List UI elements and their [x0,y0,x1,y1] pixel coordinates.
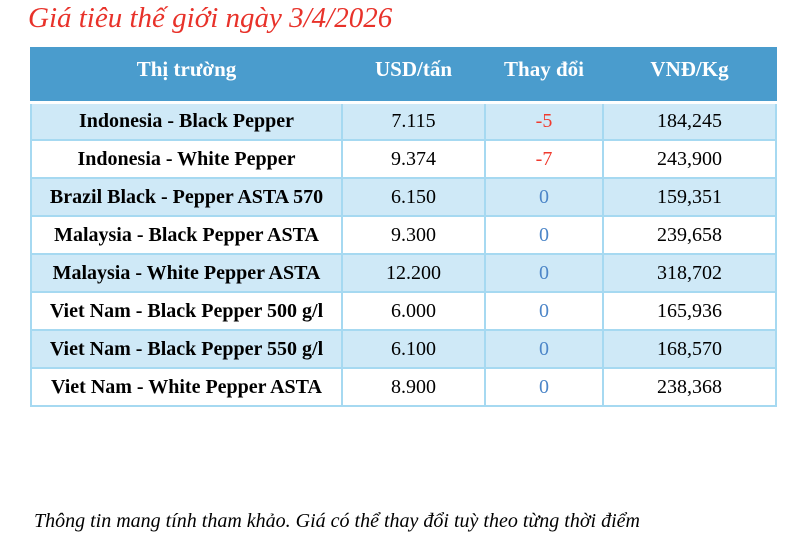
cell-market: Viet Nam - Black Pepper 550 g/l [30,329,343,369]
cell-market: Brazil Black - Pepper ASTA 570 [30,177,343,217]
cell-usd: 6.000 [341,291,486,331]
cell-market: Malaysia - White Pepper ASTA [30,253,343,293]
cell-market: Viet Nam - Black Pepper 500 g/l [30,291,343,331]
table-row: Indonesia - Black Pepper 7.115 -5 184,245 [30,101,777,141]
cell-usd: 6.150 [341,177,486,217]
pepper-price-table: Thị trường USD/tấn Thay đổi VNĐ/Kg Indon… [30,47,777,407]
cell-usd: 9.374 [341,139,486,179]
table-header: Thị trường USD/tấn Thay đổi VNĐ/Kg [30,47,777,104]
cell-vnd: 243,900 [602,139,777,179]
cell-change: 0 [484,329,604,369]
column-header-usd: USD/tấn [341,47,486,104]
cell-vnd: 184,245 [602,101,777,141]
column-header-change: Thay đổi [484,47,604,104]
page-title: Giá tiêu thế giới ngày 3/4/2026 [28,2,393,34]
cell-usd: 9.300 [341,215,486,255]
cell-change: 0 [484,291,604,331]
cell-vnd: 165,936 [602,291,777,331]
cell-change: 0 [484,177,604,217]
cell-change: 0 [484,215,604,255]
cell-change: -7 [484,139,604,179]
column-header-market: Thị trường [30,47,343,104]
cell-market: Viet Nam - White Pepper ASTA [30,367,343,407]
cell-change: 0 [484,253,604,293]
cell-market: Indonesia - White Pepper [30,139,343,179]
table-row: Viet Nam - White Pepper ASTA 8.900 0 238,36… [30,367,777,407]
cell-vnd: 318,702 [602,253,777,293]
table-row: Malaysia - White Pepper ASTA 12.200 0 318,7… [30,253,777,293]
cell-market: Malaysia - Black Pepper ASTA [30,215,343,255]
cell-usd: 7.115 [341,101,486,141]
cell-change: 0 [484,367,604,407]
cell-vnd: 159,351 [602,177,777,217]
table-header-row: Thị trường USD/tấn Thay đổi VNĐ/Kg [30,47,777,104]
cell-usd: 8.900 [341,367,486,407]
cell-market: Indonesia - Black Pepper [30,101,343,141]
table-row: Malaysia - Black Pepper ASTA 9.300 0 239,65… [30,215,777,255]
cell-vnd: 239,658 [602,215,777,255]
table-row: Brazil Black - Pepper ASTA 570 6.150 0 159,… [30,177,777,217]
cell-usd: 6.100 [341,329,486,369]
table-row: Viet Nam - Black Pepper 500 g/l 6.000 0 165… [30,291,777,331]
table-body: Indonesia - Black Pepper 7.115 -5 184,245 In… [30,101,777,407]
table-row: Viet Nam - Black Pepper 550 g/l 6.100 0 168… [30,329,777,369]
table-row: Indonesia - White Pepper 9.374 -7 243,900 [30,139,777,179]
cell-vnd: 168,570 [602,329,777,369]
disclaimer-note: Thông tin mang tính tham khảo. Giá có th… [34,510,640,532]
cell-vnd: 238,368 [602,367,777,407]
cell-usd: 12.200 [341,253,486,293]
cell-change: -5 [484,101,604,141]
column-header-vnd: VNĐ/Kg [602,47,777,104]
